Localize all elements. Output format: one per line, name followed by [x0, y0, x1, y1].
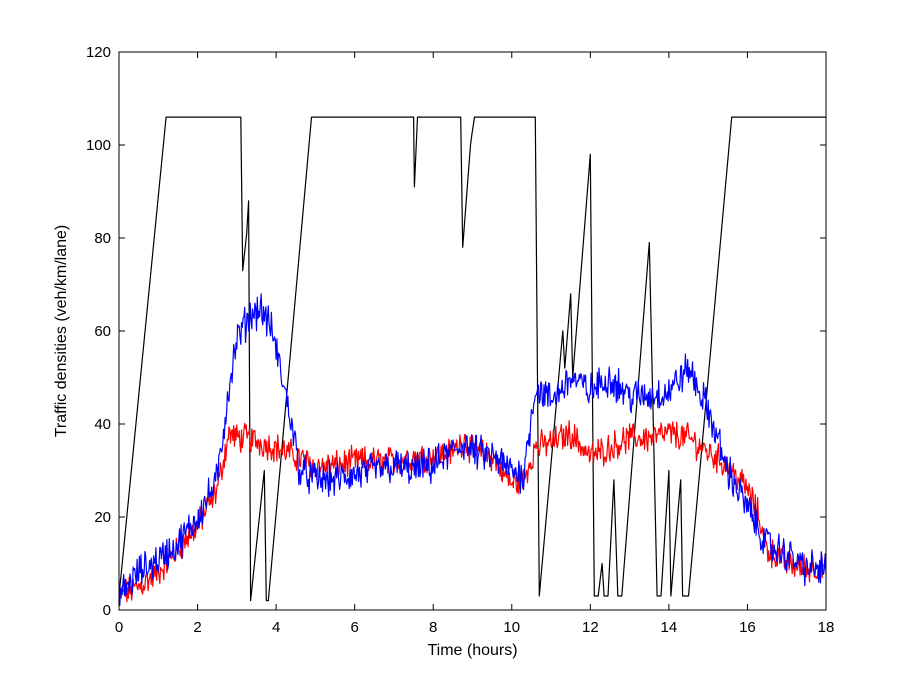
- y-tick-label-3: 60: [94, 323, 111, 340]
- series-line-1: [118, 116, 826, 602]
- x-axis-label: Time (hours): [427, 642, 517, 659]
- series-line-3: [118, 293, 827, 606]
- x-tick-label-6: 12: [582, 619, 599, 636]
- x-tick-label-0: 0: [115, 619, 123, 636]
- y-tick-label-0: 0: [103, 602, 111, 619]
- series-line-2: [118, 420, 827, 603]
- y-tick-label-4: 80: [94, 230, 111, 247]
- x-tick-label-3: 6: [350, 619, 358, 636]
- ticks-layer: 0 2 4 6 8 10 12 14 16 18 0 20 40 60 80 100 120: [86, 44, 834, 636]
- x-tick-label-2: 4: [272, 619, 280, 636]
- x-tick-label-8: 16: [739, 619, 756, 636]
- x-tick-label-7: 14: [661, 619, 678, 636]
- x-tick-label-9: 18: [818, 619, 835, 636]
- series-layer: [118, 116, 827, 606]
- y-tick-label-1: 20: [94, 509, 111, 526]
- y-tick-label-6: 120: [86, 44, 111, 61]
- x-tick-label-1: 2: [193, 619, 201, 636]
- x-tick-label-4: 8: [429, 619, 437, 636]
- y-axis-label: Traffic densities (veh/km/lane): [53, 225, 70, 438]
- y-tick-label-2: 40: [94, 416, 111, 433]
- x-tick-label-5: 10: [503, 619, 520, 636]
- y-tick-label-5: 100: [86, 137, 111, 154]
